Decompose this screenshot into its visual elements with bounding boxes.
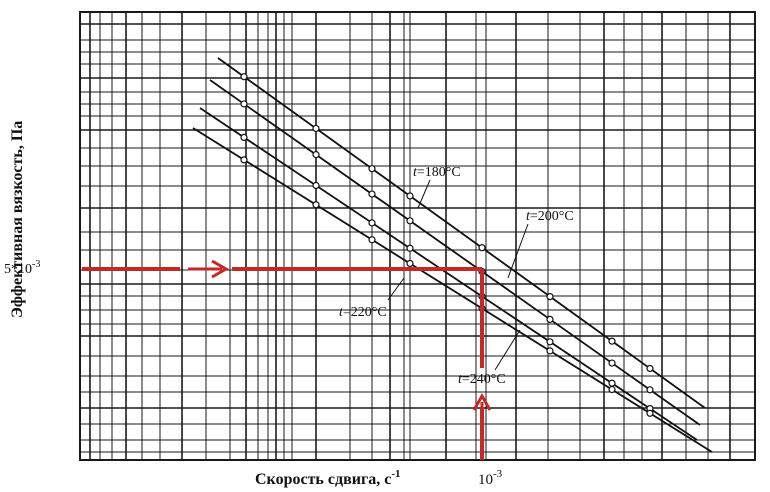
data-point [608, 385, 616, 394]
data-point [368, 219, 376, 227]
data-point [546, 347, 554, 355]
label-leader [387, 277, 405, 301]
series-line [192, 127, 713, 453]
data-point [240, 100, 248, 108]
data-point [546, 338, 554, 346]
data-point [646, 409, 654, 417]
marker-arrow-h-head [211, 259, 230, 279]
data-point [406, 259, 414, 268]
data-point [406, 244, 414, 252]
series-line [209, 79, 701, 426]
plot-frame [79, 11, 756, 461]
series-lines [192, 57, 713, 453]
series-label-240: t=240°C [458, 372, 506, 387]
data-point [406, 192, 414, 200]
data-point [368, 165, 376, 173]
data-point [478, 244, 486, 252]
data-point [646, 386, 654, 394]
data-point [312, 151, 320, 159]
data-point [646, 364, 654, 373]
data-point [608, 359, 616, 367]
marker-arrow-v-head [472, 392, 492, 411]
data-point [312, 124, 320, 133]
x-axis-label: Скорость сдвига, с-1 [255, 468, 400, 488]
data-point [312, 201, 320, 209]
series-line [217, 57, 706, 409]
data-point [240, 156, 248, 164]
data-point [608, 337, 616, 345]
label-leader [507, 223, 529, 279]
marker-lines [82, 259, 492, 460]
data-point [312, 181, 320, 190]
data-point [406, 217, 414, 225]
data-point [240, 133, 248, 141]
label-leader [417, 179, 431, 209]
y-axis-label: Эффективная вязкость, Па [9, 121, 26, 318]
x-marked-tick-label: 10-3 [478, 468, 503, 488]
series-line [199, 107, 698, 441]
label-leader [494, 329, 521, 371]
series-label-200: t=200°C [526, 209, 574, 224]
data-point [368, 190, 376, 198]
data-point [546, 315, 554, 323]
data-point [546, 293, 554, 301]
series-label-180: t=180°C [413, 165, 461, 180]
y-marked-tick-label: 5*10-3 [4, 259, 40, 277]
data-point [608, 379, 616, 387]
series-label-220: t=220°C [339, 305, 387, 320]
data-point [368, 236, 376, 244]
data-point [240, 73, 248, 81]
